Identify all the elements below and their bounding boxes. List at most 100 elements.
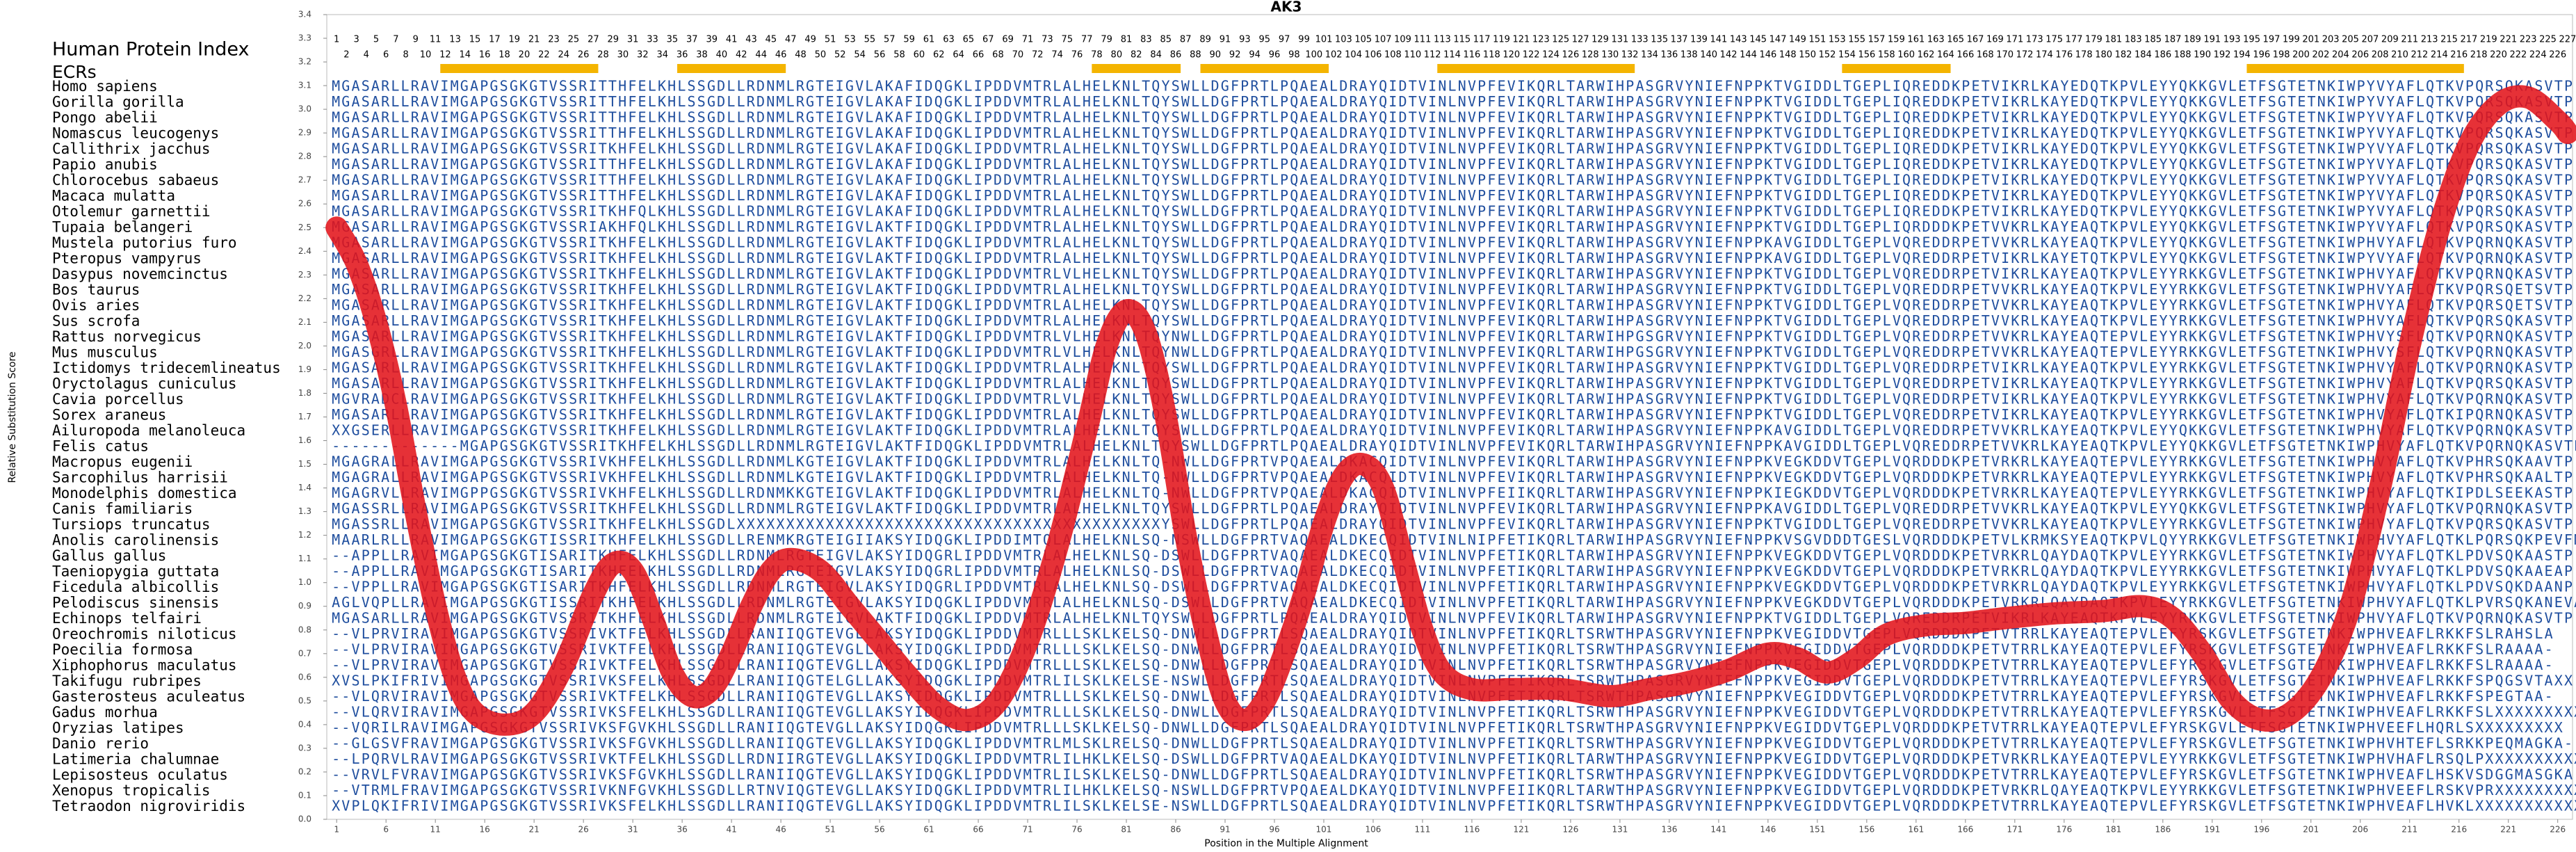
y-tick-label: 1.9 [298, 364, 311, 374]
index-number: 92 [1229, 50, 1241, 61]
sequence: --GLGSVFRAVIMGAPGSGKGTVSSRIVKSFGVKHLSSGD… [332, 735, 2573, 752]
sequence: MGASSRLLRAVIMGAPGSGKGTVSSRITKHFELKHLSSGD… [332, 500, 2573, 517]
x-tick-label: 1 [334, 825, 339, 835]
species-name: Tetraodon nigroviridis [52, 798, 245, 814]
y-tick-label: 0.5 [298, 696, 311, 705]
index-number: 35 [667, 35, 679, 45]
y-tick-label: 2.8 [298, 152, 311, 161]
sequence: XXGSERLLRAVIMGAPGSGKGTVSSRITKHFELKHLSSGD… [332, 422, 2573, 439]
x-tick-label: 201 [2303, 825, 2319, 835]
index-number: 183 [2125, 35, 2142, 45]
y-tick-label: 0.0 [298, 814, 311, 824]
sequence: MGASARLLRAVIMGAPGSGKGTVSSRITKHFELKHLSSGD… [332, 266, 2573, 282]
index-number: 67 [982, 35, 994, 45]
index-number: 105 [1354, 35, 1372, 45]
index-number: 166 [1957, 50, 1974, 61]
index-number: 25 [568, 35, 580, 45]
index-number: 23 [548, 35, 560, 45]
index-number: 173 [2026, 35, 2043, 45]
index-number: 95 [1259, 35, 1271, 45]
index-number: 177 [2066, 35, 2083, 45]
index-number: 141 [1710, 35, 1727, 45]
index-number: 160 [1897, 50, 1915, 61]
index-number: 203 [2322, 35, 2340, 45]
index-number: 118 [1483, 50, 1500, 61]
index-number: 154 [1838, 50, 1856, 61]
index-number: 106 [1365, 50, 1382, 61]
index-number: 22 [538, 50, 550, 61]
species-name: Echinops telfairi [52, 610, 202, 627]
index-number: 86 [1170, 50, 1182, 61]
index-number: 41 [726, 35, 738, 45]
x-tick-label: 206 [2352, 825, 2368, 835]
species-name: Macaca mulatta [52, 188, 175, 204]
index-number: 68 [992, 50, 1004, 61]
species-name: Sus scrofa [52, 313, 140, 330]
species-name: Pteropus vampyrus [52, 250, 202, 267]
substitution-line [325, 85, 2576, 736]
species-name: Callithrix jacchus [52, 140, 211, 157]
x-tick-label: 26 [578, 825, 589, 835]
index-number: 181 [2105, 35, 2122, 45]
sequence: MGASARLLRAVIMGAPGSGKGTVSSRITKHFELKHLSSGD… [332, 140, 2573, 157]
index-number: 178 [2075, 50, 2093, 61]
species-name: Bos taurus [52, 282, 140, 298]
sequence: MGASARLLRAVIMGAPGSGKGTVSSRITTHFELKHLSSGD… [332, 156, 2573, 172]
index-number: 4 [364, 50, 369, 61]
index-number: 202 [2312, 50, 2330, 61]
index-number: 103 [1335, 35, 1352, 45]
index-number: 21 [528, 35, 540, 45]
index-number: 197 [2263, 35, 2281, 45]
index-number: 99 [1298, 35, 1310, 45]
index-number: 218 [2470, 50, 2488, 61]
x-tick-label: 106 [1366, 825, 1382, 835]
index-number: 84 [1150, 50, 1162, 61]
index-number: 47 [785, 35, 797, 45]
species-name: Rattus norvegicus [52, 328, 202, 345]
y-tick-label: 3.2 [298, 57, 311, 67]
index-number: 162 [1918, 50, 1935, 61]
index-number: 50 [815, 50, 827, 61]
x-axis-label: Position in the Multiple Alignment [1204, 838, 1368, 849]
y-tick-label: 2.2 [298, 294, 311, 303]
index-number: 152 [1819, 50, 1836, 61]
sequence: --VRVLFVRAVIMGAPGSGKGTVSSRIVKSFGVKHLSSGD… [332, 766, 2573, 783]
index-number: 192 [2214, 50, 2231, 61]
x-tick-label: 191 [2204, 825, 2220, 835]
y-tick-label: 1.1 [298, 554, 311, 563]
index-number: 76 [1071, 50, 1083, 61]
sequence: MGVRADCLRAVIMGAPGSGKGTVSSRITKHFELKHLSSGD… [332, 391, 2573, 408]
x-tick-label: 21 [529, 825, 540, 835]
x-tick-label: 41 [726, 825, 736, 835]
index-number: 140 [1700, 50, 1717, 61]
y-tick-label: 2.4 [298, 246, 311, 256]
sequence: --APPLLRAVIMGAPGSGKGTISARITKHFELKHLSSGDL… [332, 547, 2573, 564]
index-number: 217 [2461, 35, 2478, 45]
sequence: MGASARLLRAVIMGAPGSGKGTVSSRITTHFELKHLSSGD… [332, 78, 2573, 95]
sequence: --LPQRVLRAVIMGAPGSGKGTVSSRIVKTFELKHLSSGD… [332, 750, 2576, 767]
index-number: 116 [1464, 50, 1481, 61]
index-number: 143 [1730, 35, 1747, 45]
x-tick-label: 171 [2007, 825, 2023, 835]
x-tick-label: 61 [923, 825, 934, 835]
index-number: 221 [2500, 35, 2517, 45]
sequence: MGASARLLRAVIMGAPGSGKGTVSSRITKHFELKHLSSGD… [332, 250, 2573, 266]
x-tick-label: 116 [1464, 825, 1480, 835]
index-number: 147 [1769, 35, 1787, 45]
y-tick-label: 1.0 [298, 577, 311, 587]
species-name: Sarcophilus harrisii [52, 469, 228, 486]
index-number: 111 [1414, 35, 1432, 45]
sequence: MAARLRLLRAVIMGAPGSGKGTISSRITKHFELKHLSSGD… [332, 531, 2576, 548]
x-tick-label: 11 [430, 825, 441, 835]
species-name: Ovis aries [52, 297, 140, 314]
index-number: 191 [2203, 35, 2221, 45]
x-tick-label: 176 [2056, 825, 2072, 835]
sequence: --VPPLLRAVIMGAPGSGKGTISARITKHFELKHLSSGDL… [332, 579, 2573, 595]
index-number: 108 [1384, 50, 1402, 61]
ecr-bar [1842, 64, 1951, 73]
index-number: 175 [2046, 35, 2063, 45]
sequence: MGASGRLLRAVIMGAPGSGKGTVSSRITKHFELKHLSSGD… [332, 344, 2573, 360]
y-tick-label: 0.3 [298, 743, 311, 753]
species-name: Macropus eugenii [52, 453, 193, 470]
